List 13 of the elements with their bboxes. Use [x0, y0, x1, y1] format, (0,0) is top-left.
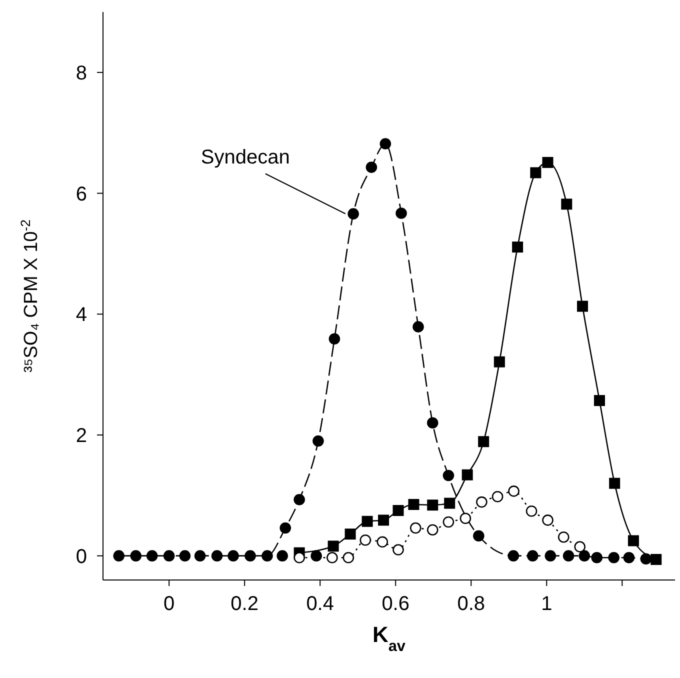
y-tick-label: 2 — [76, 425, 87, 448]
x-tick-label: 0.6 — [382, 593, 410, 616]
x-tick-label: 0 — [164, 593, 175, 616]
y-tick-label: 8 — [76, 62, 87, 85]
x-axis-title: K$_{av}$ — [372, 622, 406, 654]
y-tick-label: 0 — [76, 546, 87, 568]
y-tick-label: 4 — [76, 304, 87, 326]
y-tick-label: 6 — [76, 183, 87, 206]
x-tick-label: 0.8 — [457, 593, 486, 616]
x-tick-label: 0.4 — [306, 593, 334, 616]
text: Syndecan — [200, 146, 290, 169]
x-tick-label: 0.2 — [230, 593, 258, 616]
x-tick-label: 1 — [541, 593, 552, 616]
